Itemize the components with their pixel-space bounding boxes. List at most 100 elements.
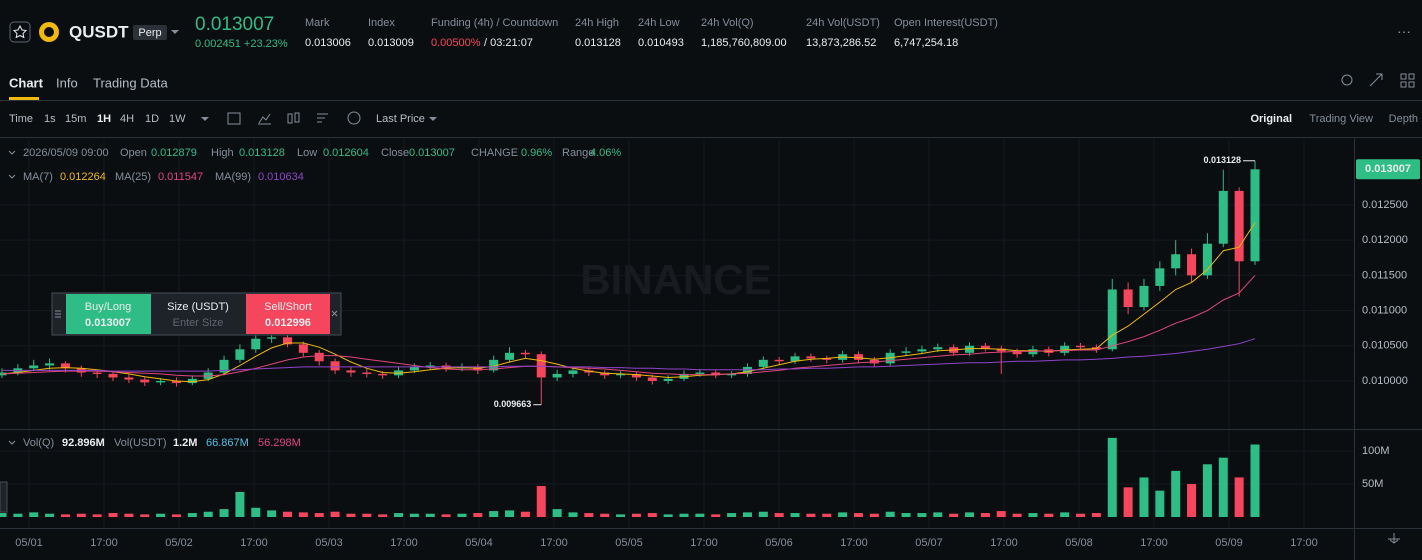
tab[interactable]: Info [56,75,78,90]
price-type-dropdown[interactable] [429,117,437,121]
side-toggle[interactable] [0,481,8,513]
layout-icon[interactable] [1408,81,1415,88]
volume-bar [536,486,546,517]
view-option[interactable]: Depth [1389,113,1418,125]
sell-price: 0.012996 [265,317,311,329]
favorite-button[interactable] [9,21,31,43]
legend-label: MA(25) [115,171,151,183]
tool-icon[interactable] [347,111,361,125]
symbol-dropdown[interactable] [171,30,179,34]
volume-bar [584,513,594,517]
volume-bar [1060,512,1070,517]
ohlc-label: CHANGE [471,147,518,159]
close-panel[interactable] [331,310,338,317]
interval[interactable]: 4H [120,113,134,125]
drag-handle[interactable] [55,310,61,318]
interval[interactable]: 1H [97,113,111,125]
stat-label: Funding (4h) / Countdown [431,17,558,29]
symbol[interactable]: QUSDT [69,22,129,41]
volume-value: 1.2M [173,437,197,449]
collapse-icon[interactable] [8,440,16,445]
interval-dropdown[interactable] [201,117,209,121]
scroll-end-button[interactable] [1388,533,1400,544]
x-tick-label: 17:00 [90,537,118,549]
ohlc-value: 0.012879 [151,147,197,159]
volume-bar [203,511,213,517]
tool-icon[interactable] [287,113,293,124]
volume-bar [711,514,721,517]
x-tick-label: 17:00 [1140,537,1168,549]
tab[interactable]: Chart [9,75,44,90]
volume-bar [774,513,784,517]
x-tick-label: 17:00 [240,537,268,549]
volume-bar [124,513,134,517]
more-button[interactable]: ⋯ [1397,24,1411,40]
layout-icon[interactable] [1408,73,1415,80]
x-tick-label: 17:00 [390,537,418,549]
price-tag: 0.013007 [1365,163,1411,175]
tool-icon[interactable] [258,113,271,125]
candle-body [568,370,578,374]
layout-icon[interactable] [1400,73,1407,80]
volume-bar [1171,470,1181,517]
collapse-icon[interactable] [8,150,16,155]
tool-icon[interactable] [294,112,300,123]
volume-bar [29,512,39,517]
legend-label: MA(7) [23,171,53,183]
volume-bar [267,510,277,517]
volume-bar [885,511,895,517]
x-tick-label: 05/03 [315,537,343,549]
alert-icon[interactable] [1341,74,1353,86]
expand-icon[interactable] [1369,73,1383,87]
stat-label: Mark [305,17,330,29]
y-tick-label: 50M [1362,478,1383,490]
candle-body [1171,254,1181,269]
interval[interactable]: Time [9,113,33,125]
sell-button[interactable] [246,294,330,334]
size-input[interactable] [151,294,246,334]
candle-body [409,366,419,371]
legend-label: MA(99) [215,171,251,183]
candle-body [171,380,181,384]
volume-bar [822,513,832,517]
candle-body [282,337,292,345]
candle-body [45,363,55,366]
candle-body [1060,345,1070,353]
volume-bar [76,513,86,517]
candle-body [425,365,435,367]
interval[interactable]: 1D [145,113,159,125]
price-type[interactable]: Last Price [376,113,425,125]
candle-body [1107,289,1117,350]
view-option[interactable]: Trading View [1309,113,1373,125]
interval[interactable]: 1s [44,113,56,125]
volume-bar [520,511,530,517]
size-label: Size (USDT) [167,301,229,313]
candle-body [663,378,673,381]
volume-bar [996,511,1006,517]
layout-icon[interactable] [1400,81,1407,88]
interval[interactable]: 1W [169,113,186,125]
volume-bar [409,513,419,517]
candle-body [806,356,816,359]
view-option[interactable]: Original [1250,113,1292,125]
x-tick-label: 05/08 [1065,537,1093,549]
interval[interactable]: 15m [65,113,86,125]
volume-bar [425,513,435,517]
x-tick-label: 17:00 [690,537,718,549]
buy-button[interactable] [66,294,151,334]
candle-body [124,377,134,380]
volume-bar [457,513,467,517]
tool-icon[interactable] [317,113,328,123]
stat-value: 0.00500% [431,37,481,49]
tool-icon[interactable] [227,112,241,125]
collapse-icon[interactable] [8,174,16,179]
buy-price: 0.013007 [85,317,131,329]
candle-body [996,348,1006,352]
ohlc-value: 0.013007 [409,147,455,159]
volume-bar [1187,484,1197,517]
volume-bar [92,514,102,517]
candle-body [901,351,911,353]
tab[interactable]: Trading Data [93,75,168,90]
x-tick-label: 05/06 [765,537,793,549]
